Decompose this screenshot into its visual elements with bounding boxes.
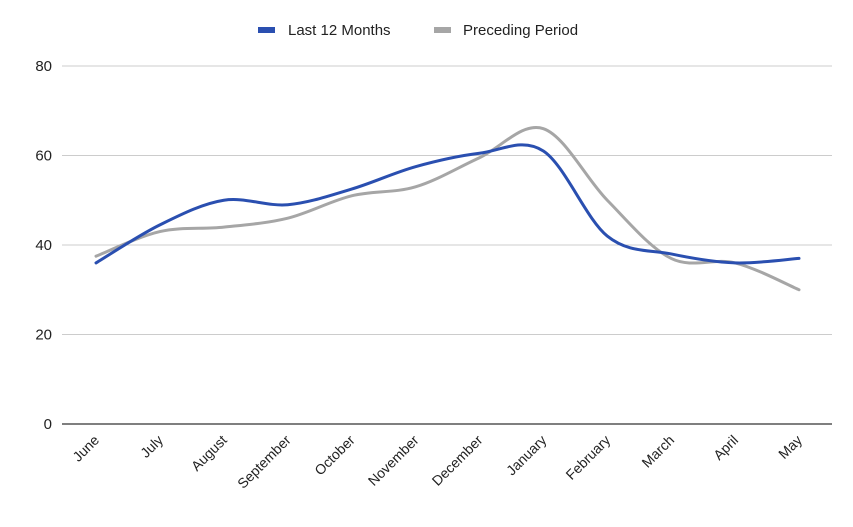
x-tick-label: December [429, 432, 486, 489]
x-tick-label: April [710, 432, 741, 463]
x-tick-label: May [775, 432, 805, 462]
x-tick-label: August [188, 432, 230, 474]
y-tick-label: 80 [35, 58, 52, 75]
legend: Last 12 Months Preceding Period [258, 22, 578, 39]
y-tick-label: 60 [35, 148, 52, 165]
x-tick-label: September [234, 432, 294, 492]
x-tick-label: July [137, 432, 166, 461]
x-tick-label: February [562, 432, 613, 483]
legend-label-preceding-period: Preceding Period [463, 22, 578, 39]
x-tick-label: January [503, 432, 550, 479]
series-line-preceding-period [94, 125, 801, 292]
series-lines [94, 125, 801, 292]
legend-swatch-last-12-months [258, 27, 275, 33]
x-tick-label: March [638, 432, 677, 471]
y-tick-label: 20 [35, 327, 52, 344]
y-tick-label: 0 [44, 416, 52, 433]
series-line-last-12-months [94, 143, 801, 265]
gridlines [62, 65, 832, 335]
x-tick-label: October [311, 432, 358, 479]
axes: 0 20 40 60 80 June July August September October N… [35, 58, 832, 492]
legend-swatch-preceding-period [434, 27, 451, 33]
legend-label-last-12-months: Last 12 Months [288, 22, 391, 39]
x-tick-label: November [365, 432, 422, 489]
x-tick-label: June [69, 432, 102, 465]
y-tick-label: 40 [35, 237, 52, 254]
